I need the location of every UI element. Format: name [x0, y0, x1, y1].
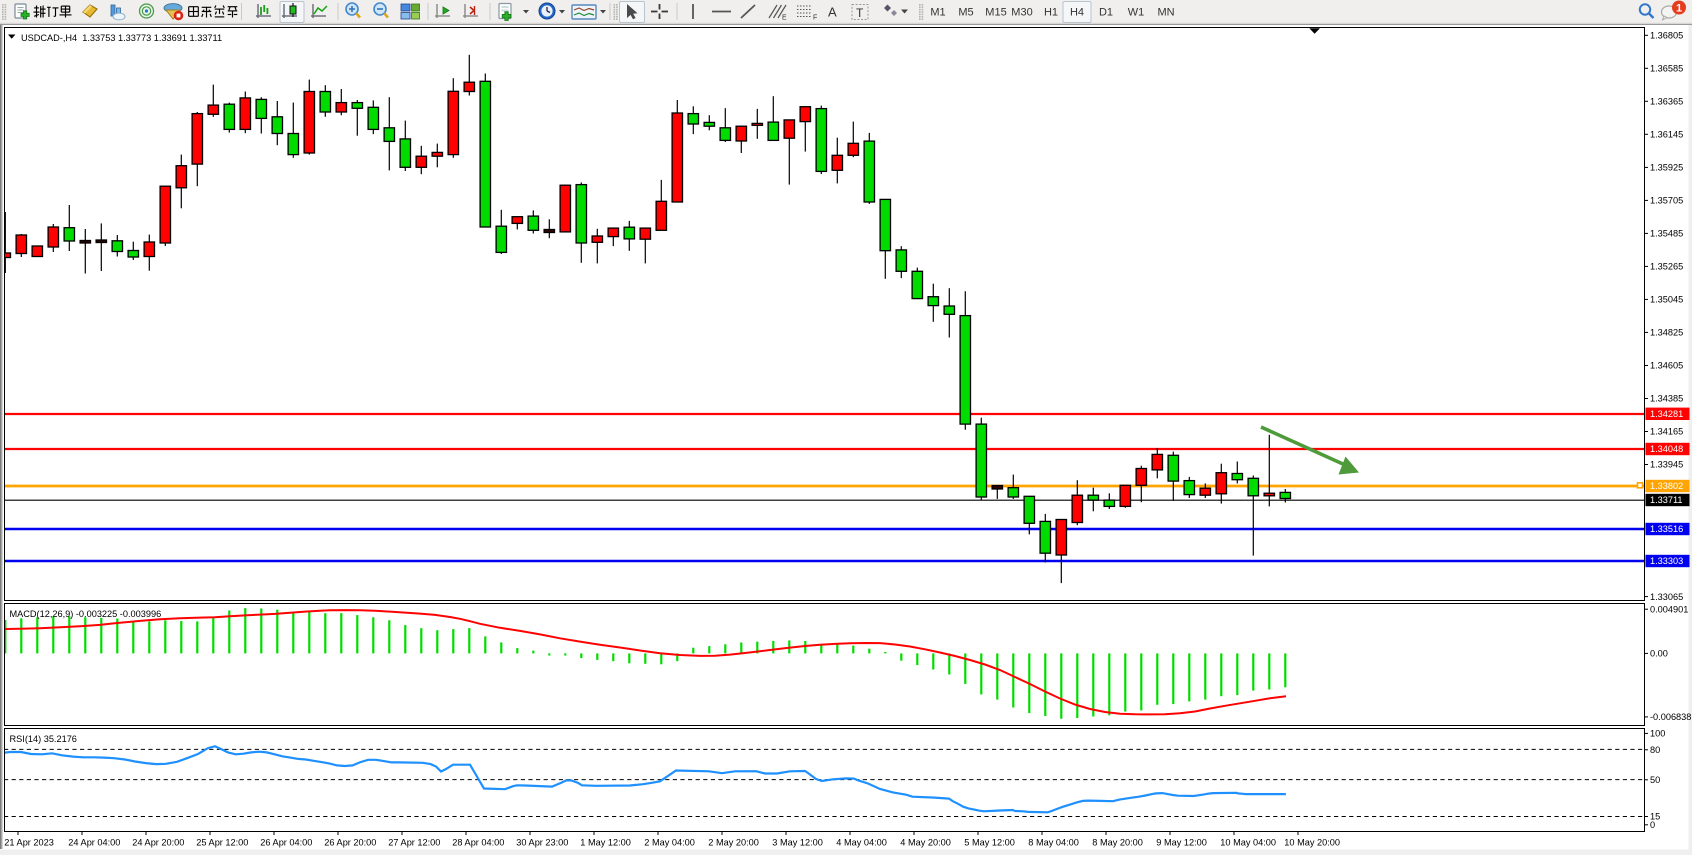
svg-text:2 May 04:00: 2 May 04:00 [644, 838, 695, 848]
svg-text:1.35265: 1.35265 [1650, 262, 1683, 272]
svg-text:RSI(14) 35.2176: RSI(14) 35.2176 [10, 734, 77, 744]
svg-text:4 May 04:00: 4 May 04:00 [836, 838, 887, 848]
svg-text:25 Apr 12:00: 25 Apr 12:00 [196, 838, 248, 848]
svg-text:M5: M5 [958, 7, 973, 19]
svg-text:10 May 20:00: 10 May 20:00 [1284, 838, 1340, 848]
svg-text:1.34165: 1.34165 [1650, 427, 1683, 437]
svg-text:1.34281: 1.34281 [1650, 409, 1683, 419]
svg-text:1.33516: 1.33516 [1650, 524, 1683, 534]
svg-text:1.35485: 1.35485 [1650, 229, 1683, 239]
svg-text:3 May 12:00: 3 May 12:00 [772, 838, 823, 848]
svg-text:30 Apr 23:00: 30 Apr 23:00 [516, 838, 568, 848]
svg-text:0.004901: 0.004901 [1650, 604, 1688, 614]
svg-text:1: 1 [1676, 3, 1682, 15]
svg-text:24 Apr 04:00: 24 Apr 04:00 [68, 838, 120, 848]
svg-text:1.34048: 1.34048 [1650, 444, 1683, 454]
svg-text:10 May 04:00: 10 May 04:00 [1220, 838, 1276, 848]
svg-text:2 May 20:00: 2 May 20:00 [708, 838, 759, 848]
svg-text:M15: M15 [985, 7, 1006, 19]
svg-text:26 Apr 20:00: 26 Apr 20:00 [324, 838, 376, 848]
svg-text:9 May 12:00: 9 May 12:00 [1156, 838, 1207, 848]
svg-text:USDCAD-,H4 1.33753 1.33773 1.: USDCAD-,H4 1.33753 1.33773 1.33691 1.337… [21, 33, 222, 43]
svg-text:1.36585: 1.36585 [1650, 64, 1683, 74]
svg-text:MACD(12,26,9) -0.003225 -0.003: MACD(12,26,9) -0.003225 -0.003996 [10, 609, 162, 619]
svg-text:1.33802: 1.33802 [1650, 481, 1683, 491]
svg-text:1.34385: 1.34385 [1650, 394, 1683, 404]
svg-text:M1: M1 [930, 7, 945, 19]
svg-text:0.00: 0.00 [1650, 649, 1668, 659]
svg-text:24 Apr 20:00: 24 Apr 20:00 [132, 838, 184, 848]
svg-text:T: T [856, 6, 864, 20]
svg-text:50: 50 [1650, 775, 1660, 785]
svg-text:H4: H4 [1070, 7, 1084, 19]
svg-text:1.36145: 1.36145 [1650, 130, 1683, 140]
svg-text:1.35045: 1.35045 [1650, 295, 1683, 305]
svg-text:-0.006838: -0.006838 [1650, 712, 1691, 722]
svg-text:1.33065: 1.33065 [1650, 592, 1683, 602]
svg-text:1.34825: 1.34825 [1650, 328, 1683, 338]
svg-text:1.33303: 1.33303 [1650, 556, 1683, 566]
svg-text:M30: M30 [1011, 7, 1032, 19]
svg-text:1.35925: 1.35925 [1650, 163, 1683, 173]
svg-text:27 Apr 12:00: 27 Apr 12:00 [388, 838, 440, 848]
svg-text:1.36805: 1.36805 [1650, 31, 1683, 41]
svg-text:8 May 04:00: 8 May 04:00 [1028, 838, 1079, 848]
svg-text:100: 100 [1650, 729, 1665, 739]
svg-text:1.33711: 1.33711 [1650, 495, 1683, 505]
svg-text:80: 80 [1650, 745, 1660, 755]
svg-text:8 May 20:00: 8 May 20:00 [1092, 838, 1143, 848]
svg-text:4 May 20:00: 4 May 20:00 [900, 838, 951, 848]
svg-text:E: E [782, 15, 787, 22]
svg-text:21 Apr 2023: 21 Apr 2023 [4, 838, 54, 848]
svg-text:26 Apr 04:00: 26 Apr 04:00 [260, 838, 312, 848]
svg-text:15: 15 [1650, 812, 1660, 822]
svg-text:F: F [813, 15, 817, 22]
svg-text:A: A [828, 5, 837, 20]
svg-text:W1: W1 [1128, 7, 1145, 19]
svg-text:MN: MN [1157, 7, 1174, 19]
svg-text:D1: D1 [1099, 7, 1113, 19]
svg-text:28 Apr 04:00: 28 Apr 04:00 [452, 838, 504, 848]
svg-text:0: 0 [1650, 820, 1655, 830]
svg-text:1 May 12:00: 1 May 12:00 [580, 838, 631, 848]
svg-text:1.36365: 1.36365 [1650, 97, 1683, 107]
svg-text:1.34605: 1.34605 [1650, 361, 1683, 371]
svg-text:5 May 12:00: 5 May 12:00 [964, 838, 1015, 848]
svg-text:1.33945: 1.33945 [1650, 460, 1683, 470]
svg-text:H1: H1 [1044, 7, 1058, 19]
svg-text:1.35705: 1.35705 [1650, 196, 1683, 206]
